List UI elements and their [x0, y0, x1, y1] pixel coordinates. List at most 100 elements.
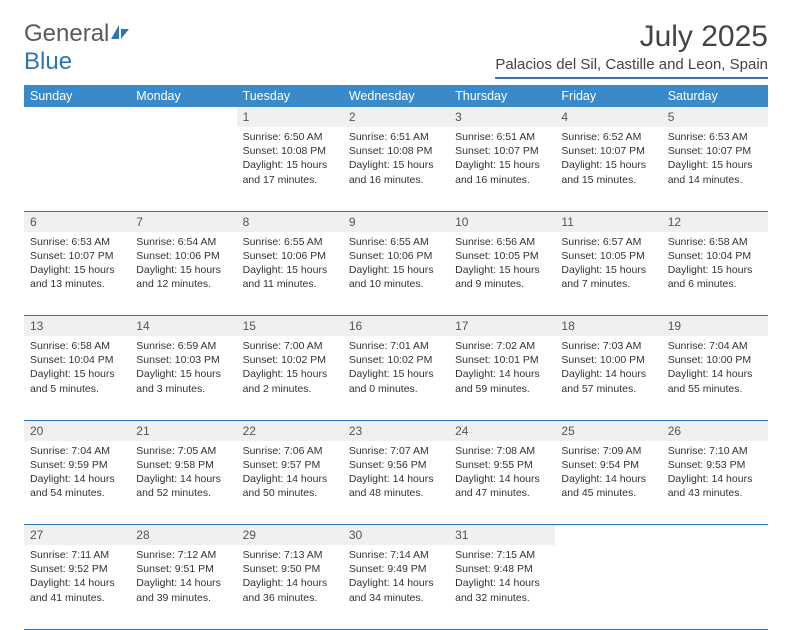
day-number-cell: 20 — [24, 420, 130, 441]
sunrise-text: Sunrise: 6:55 AM — [349, 235, 443, 249]
day-content-cell: Sunrise: 6:58 AMSunset: 10:04 PMDaylight… — [662, 232, 768, 316]
day-details: Sunrise: 6:52 AMSunset: 10:07 PMDaylight… — [555, 127, 661, 193]
sunrise-text: Sunrise: 7:06 AM — [243, 444, 337, 458]
day-content-row: Sunrise: 7:11 AMSunset: 9:52 PMDaylight:… — [24, 545, 768, 629]
sunrise-text: Sunrise: 7:08 AM — [455, 444, 549, 458]
day-number-cell: 22 — [237, 420, 343, 441]
daylight-line-2: and 54 minutes. — [30, 486, 124, 500]
day-number-cell: 17 — [449, 316, 555, 337]
daylight-line-1: Daylight: 15 hours — [243, 158, 337, 172]
weekday-header: Thursday — [449, 85, 555, 107]
header: GeneralBlue July 2025 Palacios del Sil, … — [24, 20, 768, 79]
daylight-line-2: and 14 minutes. — [668, 173, 762, 187]
day-details: Sunrise: 7:15 AMSunset: 9:48 PMDaylight:… — [449, 545, 555, 611]
logo-word-1: General — [24, 20, 109, 47]
day-content-cell: Sunrise: 7:15 AMSunset: 9:48 PMDaylight:… — [449, 545, 555, 629]
day-number-cell: 25 — [555, 420, 661, 441]
day-details: Sunrise: 7:12 AMSunset: 9:51 PMDaylight:… — [130, 545, 236, 611]
day-number: 31 — [449, 525, 555, 545]
daylight-line-2: and 0 minutes. — [349, 382, 443, 396]
day-content-cell: Sunrise: 6:55 AMSunset: 10:06 PMDaylight… — [343, 232, 449, 316]
daylight-line-2: and 39 minutes. — [136, 591, 230, 605]
calendar-table: Sunday Monday Tuesday Wednesday Thursday… — [24, 85, 768, 630]
sunrise-text: Sunrise: 7:15 AM — [455, 548, 549, 562]
day-details: Sunrise: 6:51 AMSunset: 10:08 PMDaylight… — [343, 127, 449, 193]
logo-sail-icon — [109, 20, 131, 48]
sunrise-text: Sunrise: 7:10 AM — [668, 444, 762, 458]
day-number-cell: 9 — [343, 211, 449, 232]
logo-text: GeneralBlue — [24, 20, 131, 76]
day-number: 17 — [449, 316, 555, 336]
day-number: 22 — [237, 421, 343, 441]
sunset-text: Sunset: 9:56 PM — [349, 458, 443, 472]
day-number-cell: 13 — [24, 316, 130, 337]
sunset-text: Sunset: 10:01 PM — [455, 353, 549, 367]
sunset-text: Sunset: 10:07 PM — [668, 144, 762, 158]
daylight-line-1: Daylight: 15 hours — [455, 158, 549, 172]
sunrise-text: Sunrise: 6:58 AM — [668, 235, 762, 249]
daylight-line-1: Daylight: 14 hours — [455, 472, 549, 486]
day-number: 24 — [449, 421, 555, 441]
sunset-text: Sunset: 10:02 PM — [349, 353, 443, 367]
day-number: 8 — [237, 212, 343, 232]
daylight-line-2: and 41 minutes. — [30, 591, 124, 605]
day-number: 11 — [555, 212, 661, 232]
sunset-text: Sunset: 9:57 PM — [243, 458, 337, 472]
day-number: 25 — [555, 421, 661, 441]
day-number-cell — [662, 525, 768, 546]
day-details: Sunrise: 6:54 AMSunset: 10:06 PMDaylight… — [130, 232, 236, 298]
day-details: Sunrise: 7:04 AMSunset: 10:00 PMDaylight… — [662, 336, 768, 402]
day-details: Sunrise: 6:51 AMSunset: 10:07 PMDaylight… — [449, 127, 555, 193]
daylight-line-2: and 34 minutes. — [349, 591, 443, 605]
day-number-cell: 3 — [449, 107, 555, 127]
day-details: Sunrise: 7:13 AMSunset: 9:50 PMDaylight:… — [237, 545, 343, 611]
sunrise-text: Sunrise: 6:51 AM — [455, 130, 549, 144]
sunset-text: Sunset: 10:05 PM — [561, 249, 655, 263]
day-details: Sunrise: 7:11 AMSunset: 9:52 PMDaylight:… — [24, 545, 130, 611]
day-number: 12 — [662, 212, 768, 232]
sunrise-text: Sunrise: 7:05 AM — [136, 444, 230, 458]
day-content-cell: Sunrise: 7:13 AMSunset: 9:50 PMDaylight:… — [237, 545, 343, 629]
day-content-cell: Sunrise: 6:50 AMSunset: 10:08 PMDaylight… — [237, 127, 343, 211]
day-number: 3 — [449, 107, 555, 127]
day-content-cell: Sunrise: 6:56 AMSunset: 10:05 PMDaylight… — [449, 232, 555, 316]
day-number: 13 — [24, 316, 130, 336]
sunrise-text: Sunrise: 6:57 AM — [561, 235, 655, 249]
day-number-cell: 23 — [343, 420, 449, 441]
logo: GeneralBlue — [24, 20, 131, 76]
day-content-cell: Sunrise: 7:03 AMSunset: 10:00 PMDaylight… — [555, 336, 661, 420]
sunset-text: Sunset: 10:06 PM — [136, 249, 230, 263]
sunrise-text: Sunrise: 6:58 AM — [30, 339, 124, 353]
sunset-text: Sunset: 10:08 PM — [349, 144, 443, 158]
daylight-line-2: and 7 minutes. — [561, 277, 655, 291]
sunset-text: Sunset: 10:05 PM — [455, 249, 549, 263]
day-content-cell: Sunrise: 7:07 AMSunset: 9:56 PMDaylight:… — [343, 441, 449, 525]
sunset-text: Sunset: 10:04 PM — [668, 249, 762, 263]
month-title: July 2025 — [495, 20, 768, 54]
day-number-row: 20212223242526 — [24, 420, 768, 441]
day-number-cell: 21 — [130, 420, 236, 441]
day-number-cell: 4 — [555, 107, 661, 127]
day-content-cell: Sunrise: 7:02 AMSunset: 10:01 PMDaylight… — [449, 336, 555, 420]
sunrise-text: Sunrise: 7:12 AM — [136, 548, 230, 562]
day-content-cell — [555, 545, 661, 629]
daylight-line-2: and 3 minutes. — [136, 382, 230, 396]
daylight-line-1: Daylight: 15 hours — [561, 263, 655, 277]
day-content-cell: Sunrise: 7:01 AMSunset: 10:02 PMDaylight… — [343, 336, 449, 420]
sunset-text: Sunset: 9:58 PM — [136, 458, 230, 472]
sunset-text: Sunset: 10:02 PM — [243, 353, 337, 367]
day-number-cell: 15 — [237, 316, 343, 337]
day-details: Sunrise: 7:08 AMSunset: 9:55 PMDaylight:… — [449, 441, 555, 507]
daylight-line-1: Daylight: 14 hours — [243, 472, 337, 486]
day-number-cell: 8 — [237, 211, 343, 232]
sunset-text: Sunset: 9:51 PM — [136, 562, 230, 576]
daylight-line-1: Daylight: 14 hours — [561, 472, 655, 486]
calendar-body: 12345Sunrise: 6:50 AMSunset: 10:08 PMDay… — [24, 107, 768, 629]
day-number-cell: 12 — [662, 211, 768, 232]
sunrise-text: Sunrise: 6:50 AM — [243, 130, 337, 144]
day-number: 21 — [130, 421, 236, 441]
sunrise-text: Sunrise: 6:51 AM — [349, 130, 443, 144]
day-number-cell: 1 — [237, 107, 343, 127]
day-number-cell: 5 — [662, 107, 768, 127]
sunset-text: Sunset: 9:52 PM — [30, 562, 124, 576]
